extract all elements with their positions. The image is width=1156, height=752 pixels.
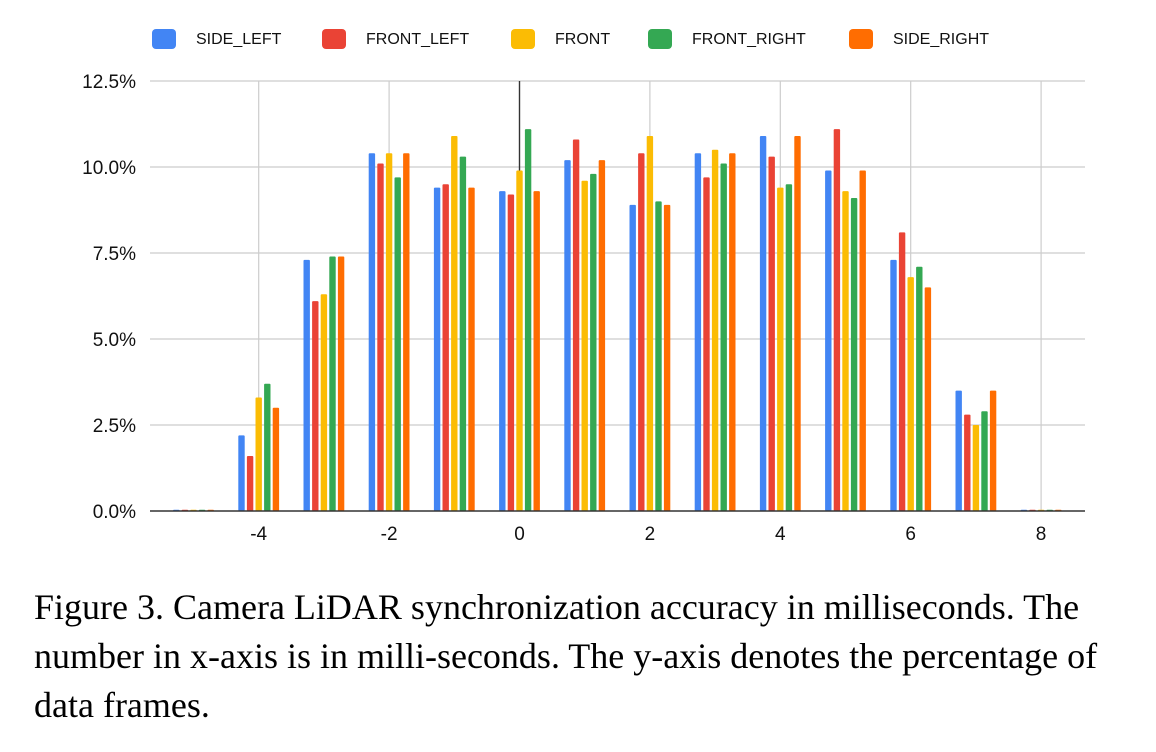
bar [394, 177, 401, 511]
bar [768, 156, 775, 511]
bar [711, 149, 719, 512]
bar [598, 160, 606, 511]
bar [850, 197, 858, 511]
bar [377, 163, 384, 511]
bar [655, 201, 662, 511]
legend-item: SIDE_LEFT [152, 29, 282, 49]
legend-item: FRONT [511, 29, 610, 49]
y-tick-label: 10.0% [82, 158, 136, 179]
bar [694, 153, 702, 512]
bar [785, 184, 793, 511]
bar [646, 136, 654, 512]
legend-swatch [152, 29, 176, 49]
x-tick-label: -2 [381, 524, 398, 545]
bar [981, 411, 988, 511]
bar [989, 390, 997, 511]
bar [924, 287, 932, 511]
legend-swatch [849, 29, 873, 49]
bar [303, 259, 310, 511]
y-tick-label: 0.0% [93, 502, 136, 523]
bar [564, 160, 571, 511]
bar [972, 425, 980, 511]
bar-chart: SIDE_LEFT FRONT_LEFT FRONT FRONT_RIGHT SIDE_… [82, 29, 1085, 545]
legend-label: SIDE_LEFT [196, 31, 282, 48]
bar [572, 139, 580, 512]
y-tick-label: 5.0% [93, 330, 136, 351]
x-tick-label: 0 [514, 524, 525, 545]
x-tick-label: 6 [905, 524, 916, 545]
bar [898, 232, 906, 512]
bar [312, 301, 319, 511]
bar [451, 136, 458, 512]
figure-caption: Figure 3. Camera LiDAR synchronization a… [34, 587, 1098, 725]
bar [825, 170, 832, 511]
bar [403, 153, 410, 512]
legend-label: SIDE_RIGHT [893, 31, 989, 48]
bar [329, 256, 336, 511]
bar [777, 187, 784, 511]
bar [729, 153, 736, 512]
x-tick-label: 8 [1036, 524, 1047, 545]
bar [385, 153, 393, 512]
bar [759, 136, 767, 512]
legend-item: FRONT_LEFT [322, 29, 469, 49]
bar [459, 156, 467, 511]
bar [833, 129, 841, 511]
bar [964, 414, 971, 511]
bar [468, 187, 475, 511]
x-tick-label: 4 [775, 524, 786, 545]
bar [264, 383, 271, 511]
bar [955, 390, 962, 511]
legend-label: FRONT_RIGHT [692, 31, 806, 48]
bar [638, 153, 645, 512]
bar [272, 407, 280, 511]
bar [368, 153, 376, 512]
bars [150, 129, 1085, 512]
legend-label: FRONT [555, 31, 610, 48]
legend-item: SIDE_RIGHT [849, 29, 989, 49]
bar [907, 277, 914, 511]
bar [524, 129, 532, 511]
bar [916, 266, 923, 511]
bar [581, 180, 588, 511]
bar [246, 455, 254, 511]
legend-swatch [322, 29, 346, 49]
bar [255, 397, 262, 511]
x-tick-label: -4 [250, 524, 267, 545]
bar [320, 294, 328, 511]
bar [507, 194, 515, 511]
bar [794, 136, 801, 512]
gridlines [150, 80, 1085, 511]
bar [720, 163, 727, 511]
legend: SIDE_LEFT FRONT_LEFT FRONT FRONT_RIGHT SIDE_… [152, 29, 989, 49]
legend-item: FRONT_RIGHT [648, 29, 806, 49]
bar [533, 191, 540, 511]
bar [337, 256, 345, 511]
legend-swatch [511, 29, 535, 49]
legend-swatch [648, 29, 672, 49]
y-tick-label: 7.5% [93, 244, 136, 265]
x-axis-ticks: -4 -2 0 2 4 6 8 [250, 524, 1046, 545]
bar [499, 191, 506, 511]
bar [703, 177, 710, 511]
x-tick-label: 2 [645, 524, 656, 545]
bar [442, 184, 449, 511]
bar [859, 170, 866, 511]
bar [590, 173, 597, 511]
bar [433, 187, 441, 511]
y-tick-label: 2.5% [93, 416, 136, 437]
bar [842, 191, 849, 511]
y-tick-label: 12.5% [82, 72, 136, 93]
bar [238, 435, 245, 511]
legend-label: FRONT_LEFT [366, 31, 469, 48]
bar [516, 170, 523, 511]
bar [663, 204, 671, 511]
bar [629, 204, 636, 511]
y-axis-ticks: 0.0% 2.5% 5.0% 7.5% 10.0% 12.5% [82, 72, 136, 523]
bar [890, 259, 897, 511]
